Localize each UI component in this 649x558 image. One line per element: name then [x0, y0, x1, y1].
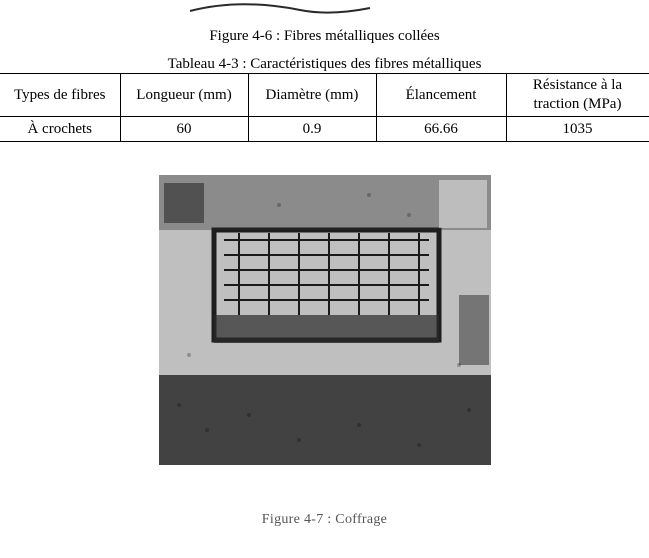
table-cell: 0.9	[248, 117, 376, 142]
table-caption-4-3: Tableau 4-3 : Caractéristiques des fibre…	[0, 56, 649, 73]
table-fibres-metalliques: Types de fibresLongueur (mm)Diamètre (mm…	[0, 73, 649, 142]
table-head: Types de fibresLongueur (mm)Diamètre (mm…	[0, 74, 649, 117]
photo-placeholder-svg	[159, 175, 491, 465]
table-header-row: Types de fibresLongueur (mm)Diamètre (mm…	[0, 74, 649, 117]
table-cell: 1035	[506, 117, 649, 142]
table-header-cell: Longueur (mm)	[120, 74, 248, 117]
table-body: À crochets600.966.661035	[0, 117, 649, 142]
figure-caption-4-7-partial: Figure 4-7 : Coffrage	[0, 512, 649, 528]
table-cell: À crochets	[0, 117, 120, 142]
table-header-cell: Résistance à la traction (MPa)	[506, 74, 649, 117]
photo-container	[0, 175, 649, 470]
table-header-cell: Élancement	[376, 74, 506, 117]
scribble-path	[190, 4, 370, 12]
table-row: À crochets600.966.661035	[0, 117, 649, 142]
table-header-cell: Diamètre (mm)	[248, 74, 376, 117]
scan-artifact-scribble	[0, 2, 649, 16]
coffrage-photo	[159, 175, 491, 465]
table-cell: 66.66	[376, 117, 506, 142]
figure-caption-4-6: Figure 4-6 : Fibres métalliques collées	[0, 28, 649, 45]
table-header-cell: Types de fibres	[0, 74, 120, 117]
page: Figure 4-6 : Fibres métalliques collées …	[0, 0, 649, 558]
table-cell: 60	[120, 117, 248, 142]
